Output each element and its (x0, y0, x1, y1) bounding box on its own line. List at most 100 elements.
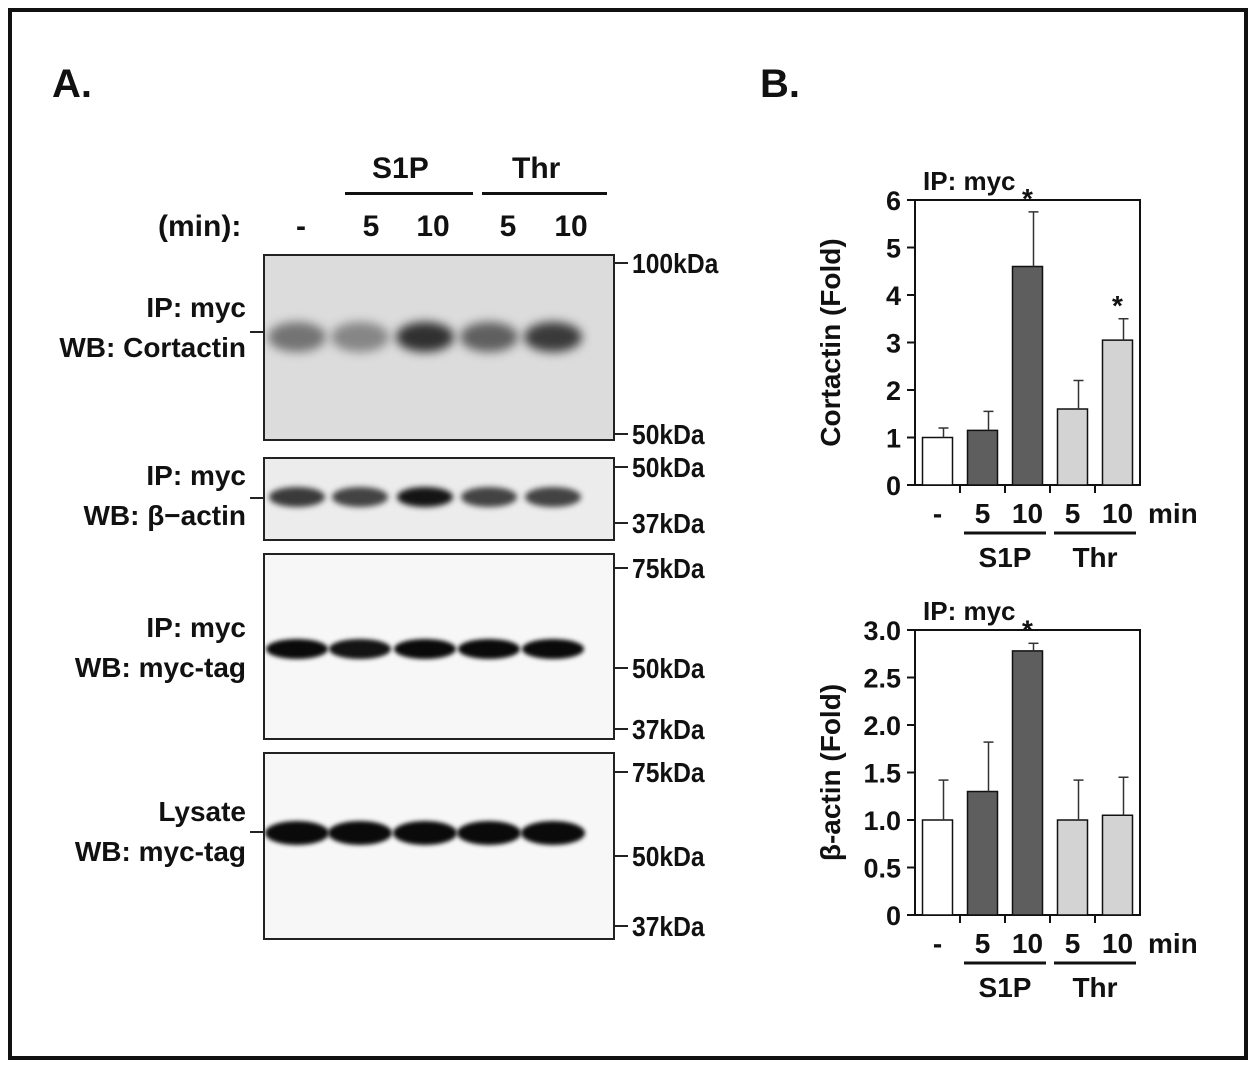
y-tick-label: 2.5 (863, 664, 901, 694)
group-line-s1p (345, 192, 473, 195)
blot4-mw-tick-top (614, 771, 628, 773)
blot1-mw-tick-bottom (614, 433, 628, 435)
bar (921, 819, 954, 916)
y-tick-label: 5 (886, 234, 901, 264)
x-unit-label: min (1148, 498, 1198, 529)
y-tick-label: 0.5 (863, 854, 901, 884)
bar (921, 436, 954, 486)
y-axis-label: β-actin (Fold) (815, 684, 846, 861)
group-line-thr (482, 192, 607, 195)
blot3-label-line1: IP: myc (146, 612, 246, 643)
blot3-mw-mid: 50kDa (632, 653, 705, 684)
blot-band (460, 322, 518, 352)
y-tick-label: 3.0 (863, 616, 901, 646)
group-label-thr: Thr (512, 152, 561, 185)
blot4-mw-tick-bottom (614, 925, 628, 927)
figure-frame (8, 8, 1248, 1060)
cortactin-bar-chart: IP: myc Cortactin (Fold) 0 1 2 3 4 5 6 - 5 * 10 5 * 10 m… (815, 166, 1198, 573)
lane-label-s1p-5: 5 (362, 210, 380, 243)
blot-band (265, 821, 329, 845)
blot-band (524, 322, 582, 352)
x-tick-label: - (933, 928, 942, 959)
time-label: (min): (158, 210, 242, 243)
blot-band (329, 639, 391, 659)
blot4-mw-tick-mid (614, 855, 628, 857)
y-axis-label: Cortactin (Fold) (815, 238, 846, 446)
blot2-band-marker (250, 497, 264, 499)
blot4-mw-top: 75kDa (632, 757, 705, 788)
y-tick-label: 1.5 (863, 759, 901, 789)
blot-band (522, 639, 584, 659)
bar (1101, 339, 1134, 486)
panel-a-letter: A. (52, 62, 92, 106)
chart-title: IP: myc (923, 166, 1016, 196)
x-tick-label: 5 (1065, 498, 1081, 529)
lane-label-s1p-10: 10 (416, 210, 450, 243)
blot-band (396, 322, 454, 352)
bar (1101, 814, 1134, 916)
blot-band (458, 639, 520, 659)
y-tick-label: 4 (886, 281, 901, 311)
x-unit-label: min (1148, 928, 1198, 959)
blot-band (331, 322, 389, 352)
x-tick-label: 5 (975, 498, 991, 529)
blot-band (461, 487, 517, 507)
blot-band (521, 821, 585, 845)
blot1-mw-top: 100kDa (632, 248, 719, 279)
blot1-mw-bottom: 50kDa (632, 419, 705, 450)
blot-band (397, 487, 453, 507)
blot2-mw-tick-bottom (614, 522, 628, 524)
blot1-label-line1: IP: myc (146, 292, 246, 323)
blot-band (328, 821, 392, 845)
bar (1056, 819, 1089, 916)
blot-band (525, 487, 581, 507)
group-label: S1P (979, 542, 1032, 573)
blot-band (332, 487, 388, 507)
y-tick-label: 3 (886, 329, 901, 359)
y-tick-label: 6 (886, 186, 901, 216)
blot-band (457, 821, 521, 845)
y-tick-label: 2 (886, 376, 901, 406)
bar (1056, 408, 1089, 486)
blot3-mw-tick-bottom (614, 728, 628, 730)
group-label: S1P (979, 972, 1032, 1003)
blot3-label-line2: WB: myc-tag (74, 652, 246, 683)
blot-band (268, 322, 326, 352)
x-tick-label: 5 (975, 928, 991, 959)
blot2-label-line2: WB: β−actin (83, 500, 246, 531)
blot4-band-marker (250, 831, 264, 833)
blot3-mw-tick-mid (614, 667, 628, 669)
beta-actin-bar-chart: IP: myc β-actin (Fold) 0 0.5 1.0 1.5 2.0 2.5 3.0… (815, 596, 1198, 1003)
bar (1011, 265, 1044, 486)
x-tick-label: - (933, 498, 942, 529)
x-tick-label: 10 (1012, 928, 1043, 959)
significance-marker: * (1022, 614, 1033, 645)
chart-title: IP: myc (923, 596, 1016, 626)
y-tick-label: 1.0 (863, 806, 901, 836)
blot3-mw-bottom: 37kDa (632, 714, 705, 745)
blot-band (394, 639, 456, 659)
x-tick-label: 10 (1102, 928, 1133, 959)
y-tick-label: 0 (886, 901, 901, 931)
lane-label-thr-5: 5 (499, 210, 517, 243)
blot2-mw-tick-top (614, 466, 628, 468)
blot4-label-line2: WB: myc-tag (74, 836, 246, 867)
blot-band (393, 821, 457, 845)
blot2-label-line1: IP: myc (146, 460, 246, 491)
y-tick-label: 2.0 (863, 711, 901, 741)
blot1-band-marker (250, 331, 264, 333)
y-tick-label: 1 (886, 424, 901, 454)
blot2-mw-bottom: 37kDa (632, 508, 705, 539)
lane-label-control: - (296, 210, 306, 243)
blot-band (266, 639, 328, 659)
blot-lysate-myc-tag (263, 752, 615, 940)
blot-cortactin (263, 254, 615, 441)
blot2-mw-top: 50kDa (632, 452, 705, 483)
group-label: Thr (1072, 972, 1117, 1003)
blot1-mw-tick-top (614, 262, 628, 264)
blot4-label-line1: Lysate (158, 796, 246, 827)
blot4-mw-bottom: 37kDa (632, 911, 705, 942)
blot1-label-line2: WB: Cortactin (59, 332, 246, 363)
blot3-mw-tick-top (614, 567, 628, 569)
lane-label-thr-10: 10 (554, 210, 588, 243)
